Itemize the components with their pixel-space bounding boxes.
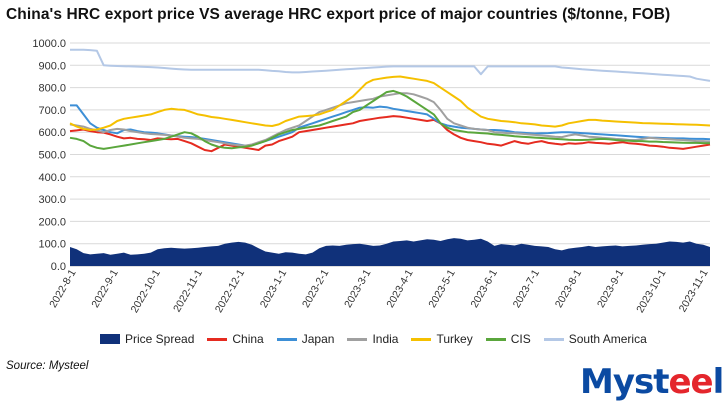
y-tick-label: 800.0 <box>38 83 66 95</box>
x-tick-label: 2023-3-1 <box>342 267 373 310</box>
y-tick-label: 700.0 <box>38 105 66 117</box>
y-tick-label: 600.0 <box>38 127 66 139</box>
chart-title: China's HRC export price VS average HRC … <box>6 6 671 23</box>
legend-label: India <box>372 332 399 346</box>
x-tick-label: 2022-10-1 <box>129 267 163 315</box>
x-tick-label: 2022-8-1 <box>47 267 78 310</box>
x-tick-label: 2023-2-1 <box>300 267 331 310</box>
y-tick-label: 0.0 <box>51 261 66 273</box>
legend-label: Turkey <box>436 332 473 346</box>
legend-item: China <box>207 332 264 346</box>
x-tick-label: 2023-5-1 <box>426 267 457 310</box>
series-line-india <box>69 92 711 147</box>
y-tick-label: 100.0 <box>38 239 66 251</box>
x-tick-label: 2023-6-1 <box>469 267 500 310</box>
legend-swatch <box>276 337 297 341</box>
x-tick-label: 2022-11-1 <box>171 267 205 314</box>
x-tick-label: 2023-1-1 <box>258 267 289 310</box>
legend-swatch <box>100 334 120 344</box>
series-line-south-america <box>70 48 711 82</box>
legend-item: CIS <box>485 332 531 346</box>
y-tick-label: 400.0 <box>38 172 66 184</box>
legend-label: Japan <box>301 332 335 346</box>
x-tick-label: 2022-12-1 <box>213 267 247 315</box>
x-tick-label: 2023-8-1 <box>553 267 584 310</box>
legend-item: South America <box>543 332 647 346</box>
chart-legend: Price Spread China Japan India Turkey CIS Sout… <box>100 330 660 348</box>
series-line-cis <box>69 89 711 150</box>
series-line-china <box>69 115 711 153</box>
legend-item: Turkey <box>411 332 473 346</box>
legend-label: South America <box>568 332 647 346</box>
chart-plot: 0.0 100.0 200.0 300.0 400.0 500.0 600.0 700.0 80… <box>32 38 711 315</box>
legend-swatch <box>411 337 432 341</box>
legend-swatch <box>485 337 506 341</box>
x-tick-label: 2023-4-1 <box>384 267 415 310</box>
x-tick-label: 2023-11-1 <box>677 267 711 314</box>
x-tick-label: 2023-9-1 <box>595 267 626 310</box>
legend-label: CIS <box>510 332 531 346</box>
legend-swatch <box>347 337 368 341</box>
legend-item: Price Spread <box>100 332 194 346</box>
series-line-turkey <box>69 75 711 131</box>
y-tick-label: 500.0 <box>38 150 66 162</box>
logo-text-main: Myst <box>580 362 669 402</box>
legend-swatch <box>543 337 564 341</box>
mysteel-logo: Mysteel <box>580 362 722 402</box>
legend-item: Japan <box>276 332 335 346</box>
x-tick-label: 2022-9-1 <box>89 267 120 310</box>
legend-swatch <box>207 337 228 341</box>
y-tick-label: 900.0 <box>38 60 66 72</box>
legend-label: China <box>232 332 264 346</box>
logo-text-end: l <box>712 362 722 402</box>
source-note: Source: Mysteel <box>6 360 89 372</box>
y-tick-label: 1000.0 <box>32 38 66 50</box>
x-tick-label: 2023-10-1 <box>634 267 668 315</box>
logo-text-accent: ee <box>668 362 714 402</box>
y-tick-label: 300.0 <box>38 194 66 206</box>
legend-label: Price Spread <box>125 332 195 346</box>
series-area-price-spread <box>70 238 710 266</box>
y-tick-label: 200.0 <box>38 216 66 228</box>
legend-item: India <box>347 332 398 346</box>
x-tick-label: 2023-7-1 <box>511 267 542 310</box>
